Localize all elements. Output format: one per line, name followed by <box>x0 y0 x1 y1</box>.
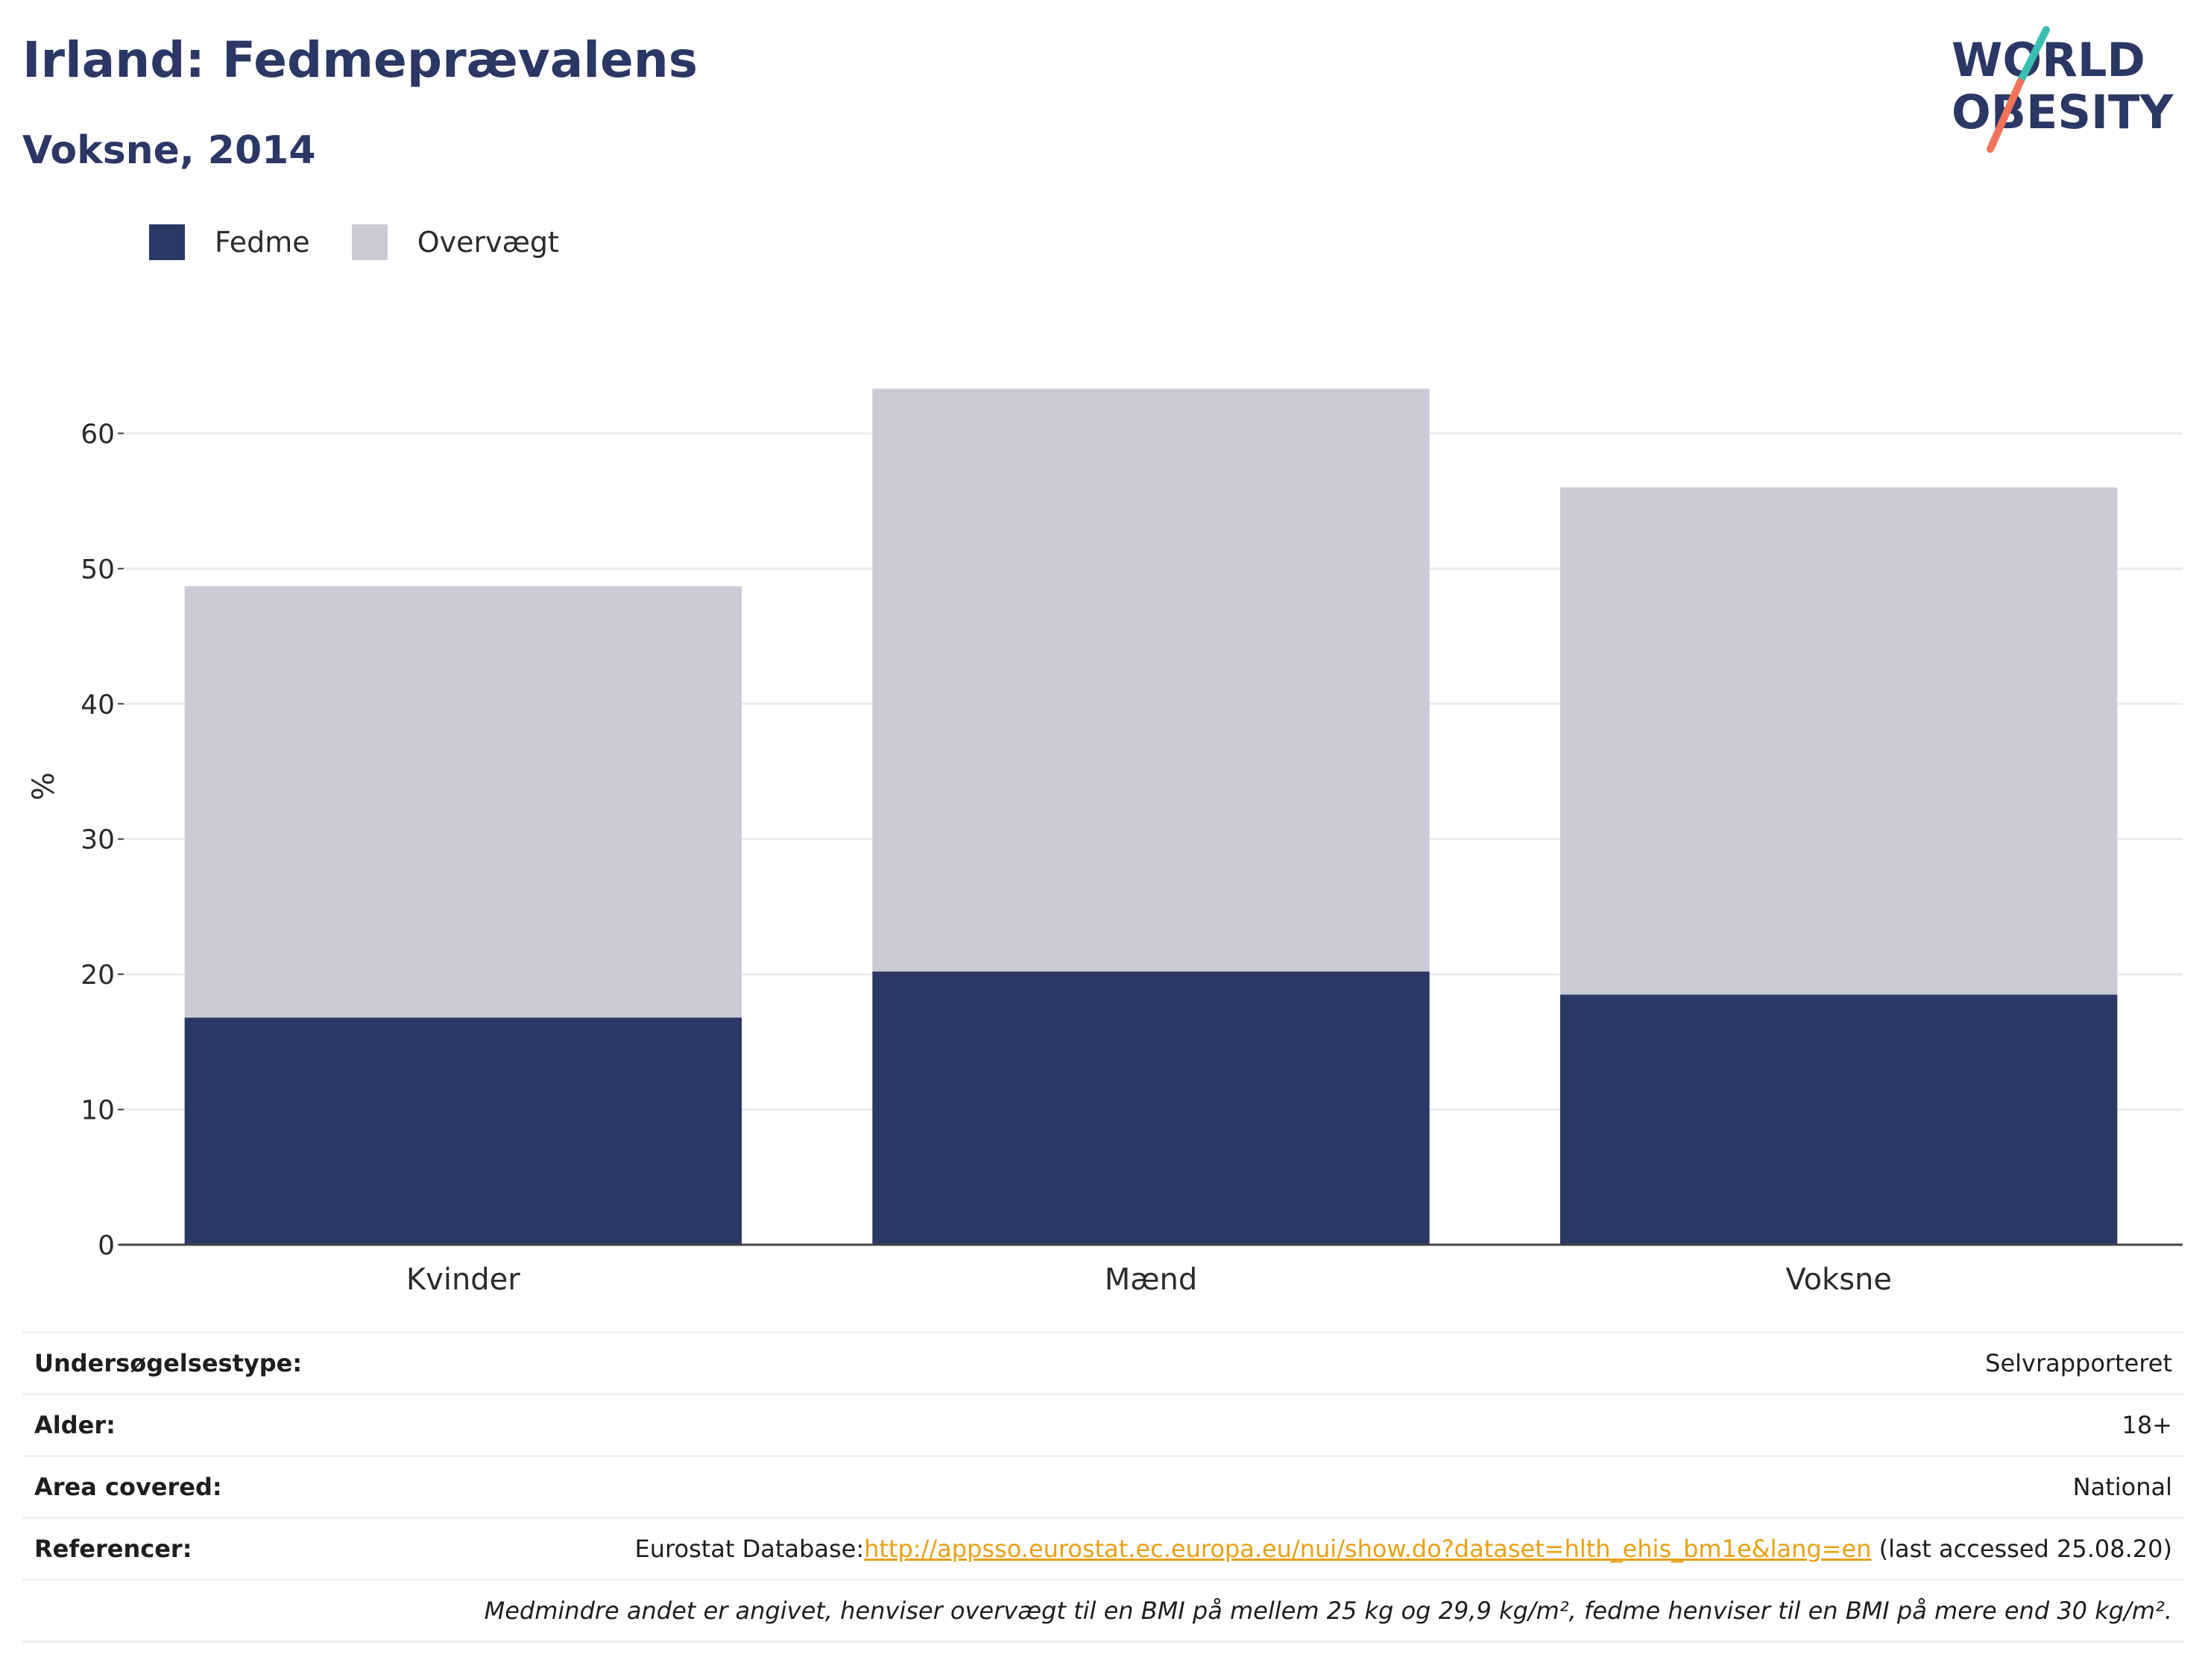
info-label-area: Area covered: <box>34 1473 222 1501</box>
legend-label-overvaegt: Overvægt <box>417 226 559 259</box>
x-tick-label: Kvinder <box>406 1263 520 1297</box>
reference-link[interactable]: http://appsso.eurostat.ec.europa.eu/nui/… <box>864 1535 1872 1563</box>
y-tick-label: 30 <box>81 825 115 856</box>
reference-prefix: Eurostat Database: <box>634 1535 865 1563</box>
y-tick-label: 50 <box>81 555 115 585</box>
logo-slash-teal <box>2016 26 2050 86</box>
info-value-area: National <box>2072 1473 2172 1501</box>
bar-fedme-1[interactable] <box>872 971 1430 1245</box>
info-row-note: Medmindre andet er angivet, henviser ove… <box>22 1579 2184 1642</box>
world-obesity-logo: WORLD OBESITY <box>1952 26 2174 153</box>
legend-item-overvaegt[interactable]: Overvægt <box>351 224 559 260</box>
bar-overvgt-0[interactable] <box>184 586 742 1018</box>
info-label-age: Alder: <box>34 1411 116 1439</box>
info-row-references: Referencer: Eurostat Database:http://app… <box>22 1518 2184 1580</box>
info-label-survey-type: Undersøgelsestype: <box>34 1349 303 1377</box>
info-row-survey-type: Undersøgelsestype: Selvrapporteret <box>22 1332 2184 1395</box>
info-note: Medmindre andet er angivet, henviser ove… <box>484 1597 2172 1625</box>
bar-fedme-0[interactable] <box>184 1017 742 1245</box>
bar-overvgt-1[interactable] <box>872 388 1430 972</box>
x-tick-label: Voksne <box>1785 1263 1892 1297</box>
info-value-survey-type: Selvrapporteret <box>1985 1349 2172 1377</box>
legend-item-fedme[interactable]: Fedme <box>149 224 310 260</box>
legend-swatch-overvaegt <box>351 224 388 260</box>
y-axis-label: % <box>27 772 61 800</box>
logo-line-1: WORLD <box>1952 33 2145 87</box>
info-row-area: Area covered: National <box>22 1456 2184 1518</box>
y-tick-label: 0 <box>98 1231 115 1261</box>
bar-chart: 0 10 20 30 40 50 60% Kvinder Mænd Voksne <box>27 388 2183 1297</box>
bar-overvgt-2[interactable] <box>1559 487 2118 995</box>
y-tick-label: 10 <box>81 1096 115 1126</box>
legend-swatch-fedme <box>149 224 185 260</box>
page-subtitle: Voksne, 2014 <box>22 128 316 173</box>
legend-label-fedme: Fedme <box>215 226 310 259</box>
info-label-references: Referencer: <box>34 1535 192 1563</box>
info-table: Undersøgelsestype: Selvrapporteret Alder… <box>22 1331 2184 1643</box>
info-note-spacer <box>22 1580 337 1642</box>
bar-fedme-2[interactable] <box>1559 994 2118 1245</box>
page-title: Irland: Fedmeprævalens <box>22 31 698 89</box>
x-tick-label: Mænd <box>1105 1263 1198 1297</box>
y-tick-label: 20 <box>81 960 115 991</box>
logo-line-2: OBESITY <box>1952 85 2174 139</box>
y-tick-label: 40 <box>81 689 115 720</box>
y-tick-label: 60 <box>81 419 115 449</box>
chart-legend: Fedme Overvægt <box>149 222 601 262</box>
info-value-age: 18+ <box>2122 1411 2172 1439</box>
reference-suffix: (last accessed 25.08.20) <box>1871 1535 2172 1563</box>
info-row-age: Alder: 18+ <box>22 1394 2184 1456</box>
info-value-references: Eurostat Database:http://appsso.eurostat… <box>337 1518 2184 1580</box>
logo-slash-coral <box>1987 78 2024 153</box>
